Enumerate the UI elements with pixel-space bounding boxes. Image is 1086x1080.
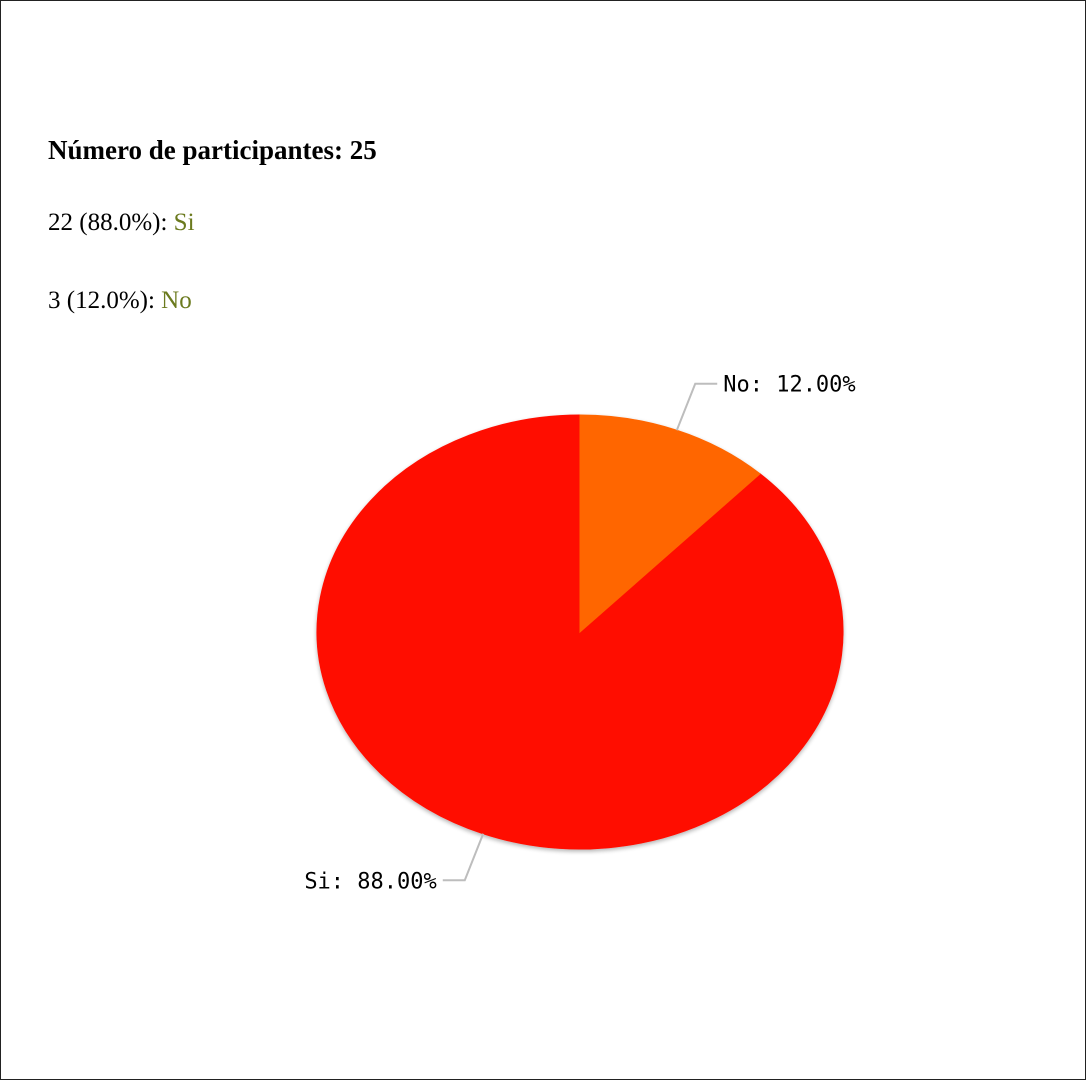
result-line-si: 22 (88.0%): Si [48, 209, 195, 237]
result-count-si: 22 (88.0%): [48, 209, 168, 236]
participants-label: Número de participantes: [48, 135, 343, 165]
result-answer-si: Si [173, 209, 195, 236]
pie-label-no: No: 12.00% [723, 373, 855, 398]
result-answer-no: No [161, 287, 192, 314]
pie-label-si: Si: 88.00% [304, 869, 436, 894]
label-connector-no [675, 382, 718, 431]
result-line-no: 3 (12.0%): No [48, 287, 192, 315]
participants-count: 25 [349, 135, 377, 165]
pie-slice-no [579, 414, 761, 634]
label-connector-si [442, 833, 485, 882]
participants-heading: Número de participantes: 25 [48, 135, 377, 166]
result-count-no: 3 (12.0%): [48, 287, 155, 314]
